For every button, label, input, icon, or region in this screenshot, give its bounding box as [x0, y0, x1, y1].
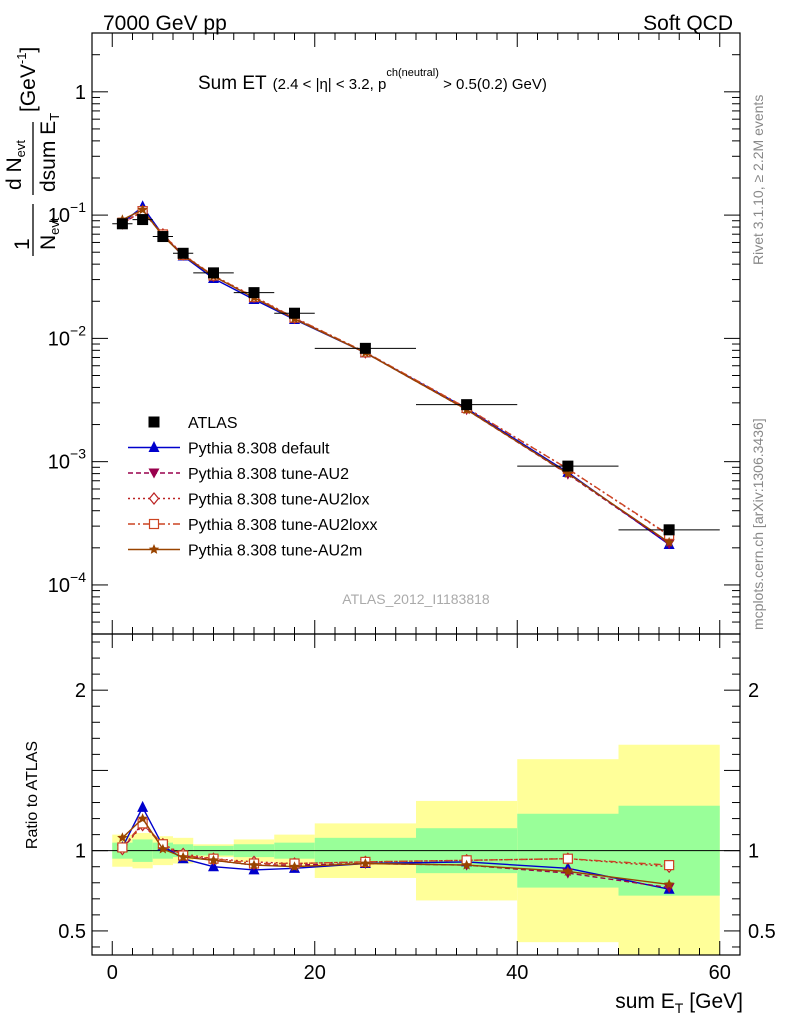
plot-title-cond-sup: ch(neutral): [386, 67, 439, 79]
ratio-series-point: [117, 832, 128, 843]
series-point: [137, 204, 148, 215]
ratio-y-tick-label-left: 0.5: [58, 921, 86, 943]
y-axis-label: 1 Nevt d Nevt dsum ET [GeV-1]: [3, 47, 62, 256]
data-point: [208, 267, 219, 279]
plot-title: Sum ET (2.4 < |η| < 3.2, pch(neutral) > 0…: [198, 67, 547, 94]
y-label-one: 1: [11, 238, 34, 250]
ratio-series-point: [461, 859, 472, 870]
data-point: [116, 218, 128, 230]
ratio-y-tick-label-left: 1: [75, 841, 86, 863]
header-left: 7000 GeV pp: [103, 12, 227, 35]
rivet-version-label: Rivet 3.1.10, ≥ 2.2M events: [750, 95, 766, 265]
legend-label: Pythia 8.308 tune-AU2lox: [188, 492, 369, 509]
x-tick-label: 40: [506, 962, 528, 984]
series-point: [562, 468, 574, 478]
ratio-panel-series: [116, 800, 675, 894]
ratio-series-point: [360, 858, 371, 868]
y-tick-label: 10−3: [48, 446, 86, 474]
data-point: [137, 214, 149, 226]
ratio-series-point: [248, 859, 260, 870]
legend-marker: [148, 416, 160, 428]
ratio-series-point: [562, 853, 573, 864]
data-point: [157, 231, 169, 243]
ratio-series-point: [157, 843, 169, 854]
legend-label: Pythia 8.308 tune-AU2loxx: [188, 517, 377, 534]
legend-entry: Pythia 8.308 tune-AU2m: [128, 543, 362, 560]
ratio-series-point: [663, 883, 675, 894]
ratio-series-point: [137, 813, 148, 823]
ratio-bands: [112, 744, 720, 955]
main-panel-series: [112, 200, 720, 550]
ratio-series-point: [117, 842, 128, 853]
y-label-dsum: dsum ET: [37, 113, 62, 192]
legend: ATLAS Pythia 8.308 default Pythia 8.308 tu…: [128, 415, 377, 560]
y-tick-label: 10−2: [48, 322, 86, 350]
header-right: Soft QCD: [643, 12, 733, 35]
ratio-y-tick-label-right: 0.5: [748, 921, 776, 943]
x-tick-label: 20: [304, 962, 326, 984]
ratio-series-point: [208, 854, 219, 865]
ratio-y-tick-label-right: 1: [748, 841, 759, 863]
legend-marker: [148, 544, 160, 554]
data-point: [177, 247, 189, 259]
y-label-n: Nevt: [37, 217, 62, 250]
legend-marker: [148, 518, 160, 530]
ratio-series-point: [664, 860, 675, 871]
legend-marker: [148, 441, 160, 452]
data-point: [562, 460, 574, 472]
legend-entry: ATLAS: [148, 415, 238, 432]
analysis-id-watermark: ATLAS_2012_I1183818: [342, 591, 490, 607]
legend-entry: Pythia 8.308 default: [128, 441, 330, 458]
ratio-y-tick-label-left: 2: [75, 680, 86, 702]
y-tick-label: 1: [75, 82, 86, 104]
data-point: [461, 399, 473, 411]
ratio-y-label: Ratio to ATLAS: [24, 741, 41, 849]
legend-entry: Pythia 8.308 tune-AU2lox: [128, 492, 369, 509]
data-point: [289, 307, 300, 319]
ratio-y-tick-label-right: 2: [748, 680, 759, 702]
legend-entry: Pythia 8.308 tune-AU2loxx: [128, 517, 377, 534]
x-tick-label: 0: [107, 962, 118, 984]
plot-title-cond-b: > 0.5(0.2) GeV): [439, 76, 547, 93]
plot-title-cond-a: (2.4 < |η| < 3.2, p: [273, 76, 387, 93]
x-axis-label: sum ET [GeV]: [615, 990, 743, 1016]
ratio-series-point: [137, 800, 149, 812]
series-point: [663, 536, 675, 547]
ratio-series-point: [562, 866, 574, 876]
y-label-unit: [GeV-1]: [14, 47, 40, 112]
legend-label: Pythia 8.308 tune-AU2: [188, 466, 349, 483]
mcplots-label: mcplots.cern.ch [arXiv:1306.3436]: [750, 418, 766, 630]
legend-marker: [148, 492, 160, 505]
y-tick-label: 10−4: [48, 569, 86, 597]
data-point: [663, 524, 675, 536]
data-point: [248, 287, 260, 299]
legend-label: ATLAS: [188, 415, 238, 432]
y-tick-label: 10−1: [48, 199, 86, 227]
legend-label: Pythia 8.308 default: [188, 441, 330, 458]
legend-marker: [148, 468, 160, 479]
y-label-dn: d Nevt: [3, 140, 28, 190]
legend-label: Pythia 8.308 tune-AU2m: [188, 543, 362, 560]
ratio-series-point: [663, 878, 675, 889]
ratio-series-point: [289, 861, 300, 872]
ratio-series-point: [177, 851, 189, 862]
legend-entry: Pythia 8.308 tune-AU2: [128, 466, 349, 483]
plot-title-main: Sum ET: [198, 73, 267, 94]
x-tick-label: 60: [709, 962, 731, 984]
data-point: [359, 342, 371, 354]
axes: 0 20 40 60 1 10−1 10−2 10−3 10−4 2 2 1 1 0.5 0.5: [48, 32, 776, 984]
